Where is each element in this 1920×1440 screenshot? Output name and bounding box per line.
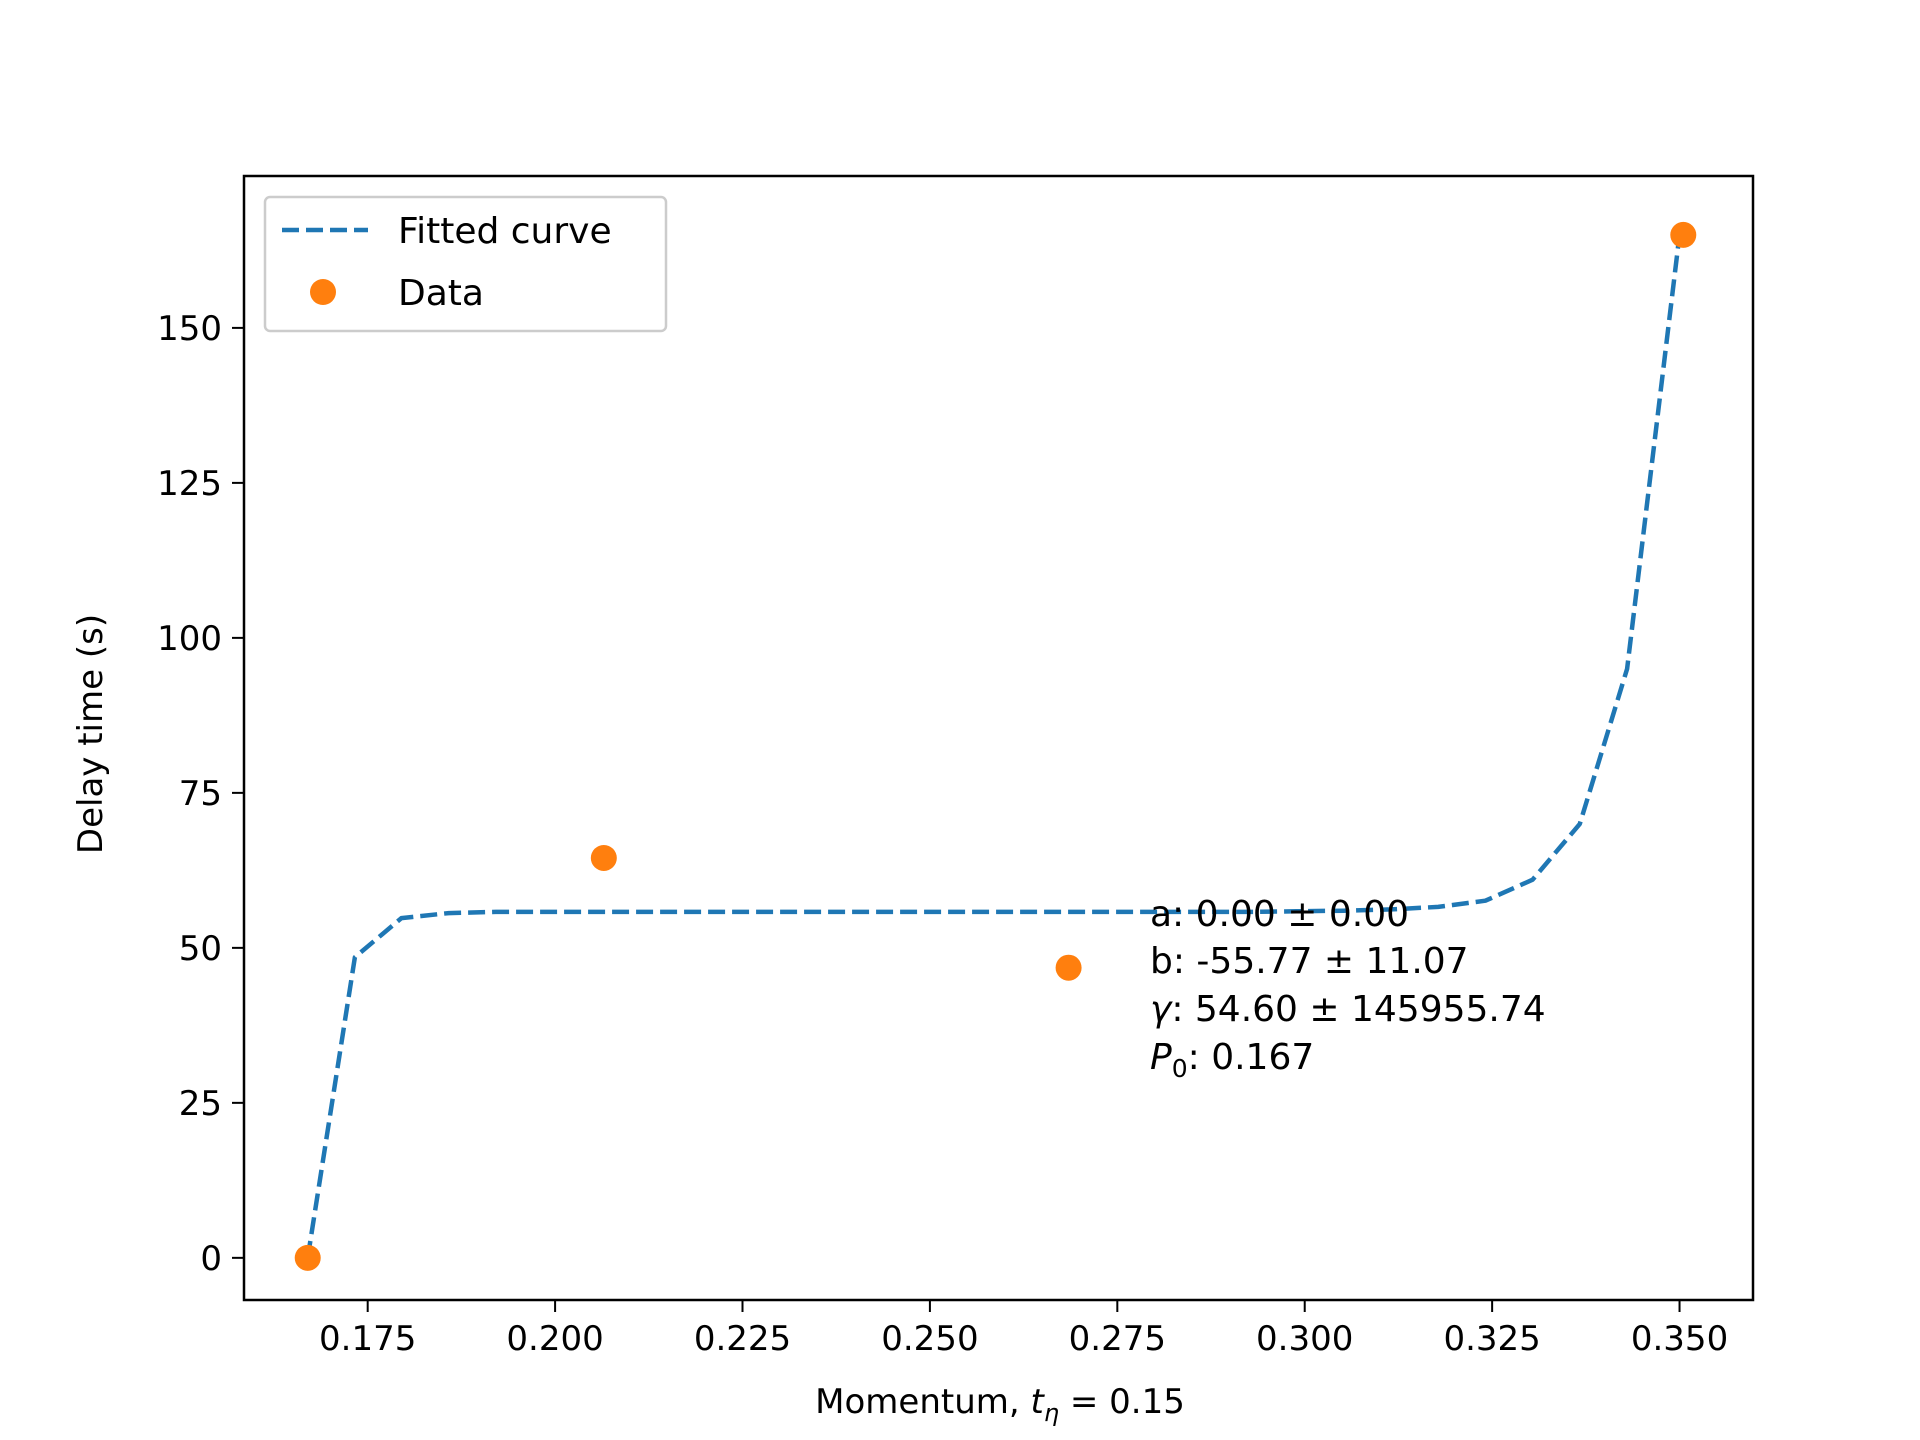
data-point xyxy=(294,1244,321,1271)
y-tick-label: 50 xyxy=(179,929,222,969)
x-tick-label: 0.200 xyxy=(506,1319,603,1359)
annotation-line-p0: P0: 0.167 xyxy=(1150,1037,1314,1083)
x-tick-label: 0.225 xyxy=(694,1319,791,1359)
axes-frame xyxy=(242,174,1755,1302)
legend: Fitted curve Data xyxy=(263,195,668,333)
legend-data-swatch xyxy=(310,279,336,305)
legend-fitted-curve-label: Fitted curve xyxy=(398,211,612,252)
data-point xyxy=(1670,221,1697,248)
plot-area xyxy=(294,221,1697,1271)
data-point xyxy=(590,844,617,871)
y-tick-label: 0 xyxy=(200,1239,222,1279)
x-tick-label: 0.175 xyxy=(319,1319,416,1359)
x-axis-label-sub: η xyxy=(1044,1399,1059,1427)
x-tick-label: 0.325 xyxy=(1443,1319,1540,1359)
x-tick-label: 0.275 xyxy=(1069,1319,1166,1359)
y-tick-label: 150 xyxy=(157,309,222,349)
x-tick-label: 0.350 xyxy=(1631,1319,1728,1359)
y-tick-label: 100 xyxy=(157,619,222,659)
data-point xyxy=(1055,954,1082,981)
x-axis-label-suffix: = 0.15 xyxy=(1059,1382,1185,1422)
axis-ticks: 0.175 0.200 0.225 0.250 0.275 0.300 0.325 0.350… xyxy=(157,309,1728,1359)
y-tick-label: 25 xyxy=(179,1084,222,1124)
y-axis-label: Delay time (s) xyxy=(71,614,111,854)
annotation-line-b: b: -55.77 ± 11.07 xyxy=(1150,941,1469,982)
legend-data-label: Data xyxy=(398,273,484,314)
annotation-line-a: a: 0.00 ± 0.00 xyxy=(1150,894,1409,935)
x-axis-label-prefix: Momentum, xyxy=(815,1382,1030,1422)
y-tick-label: 75 xyxy=(179,774,222,814)
x-axis-label-var: t xyxy=(1030,1382,1045,1422)
y-tick-label: 125 xyxy=(157,464,222,504)
x-tick-label: 0.300 xyxy=(1256,1319,1353,1359)
fit-annotation: a: 0.00 ± 0.00 b: -55.77 ± 11.07 γ: 54.6… xyxy=(1150,894,1546,1083)
annotation-line-gamma: γ: 54.60 ± 145955.74 xyxy=(1150,989,1546,1030)
x-axis-label: Momentum, tη = 0.15 xyxy=(815,1382,1185,1427)
x-tick-label: 0.250 xyxy=(881,1319,978,1359)
